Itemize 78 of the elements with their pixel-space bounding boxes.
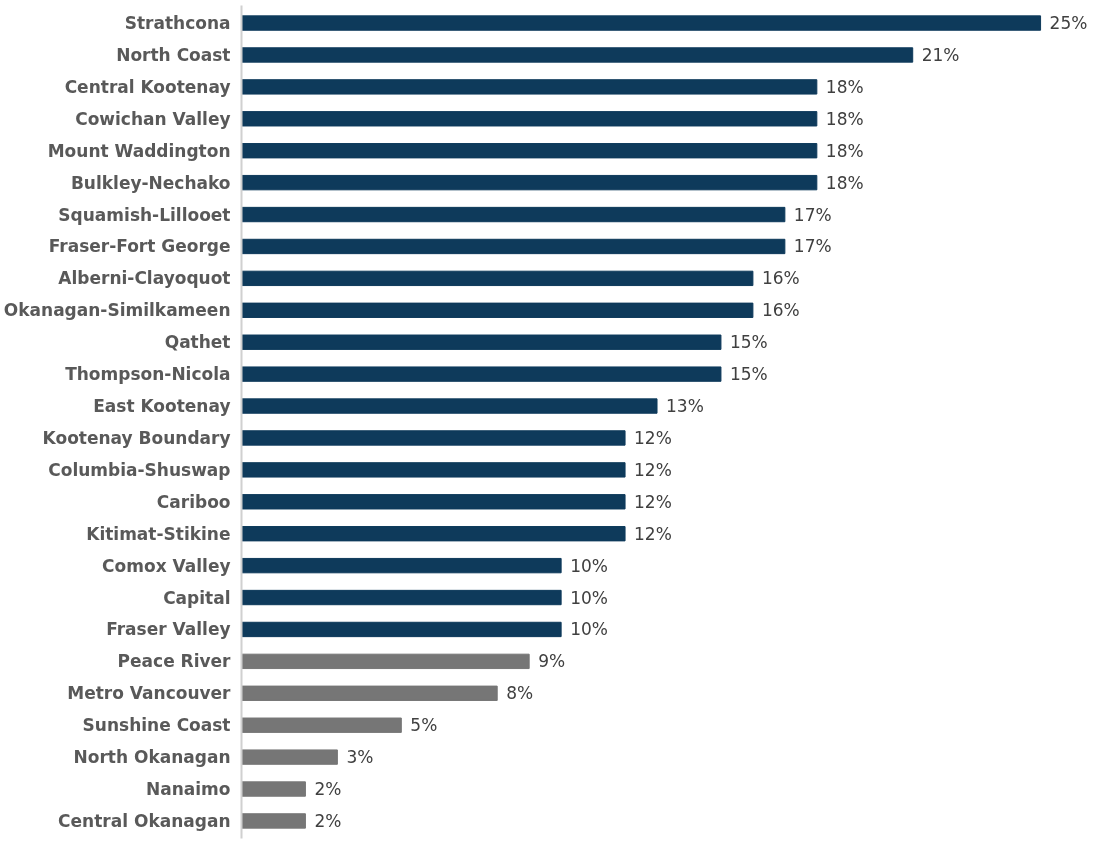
bar xyxy=(241,366,722,382)
y-tick-label: Kootenay Boundary xyxy=(42,427,231,448)
y-tick-label: Sunshine Coast xyxy=(82,715,231,736)
data-label: 18% xyxy=(825,172,864,193)
bar xyxy=(241,174,818,191)
bar xyxy=(241,111,818,127)
y-tick-label: Columbia-Shuswap xyxy=(48,459,231,480)
bar xyxy=(241,334,722,350)
bar xyxy=(241,813,306,829)
data-label: 25% xyxy=(1049,13,1088,34)
data-label: 12% xyxy=(634,491,672,512)
bar xyxy=(241,589,562,606)
bar xyxy=(241,238,786,255)
data-label: 17% xyxy=(793,204,832,225)
bar xyxy=(241,430,626,446)
bar xyxy=(241,621,562,638)
y-tick-label: Fraser-Fort George xyxy=(48,236,231,257)
bar xyxy=(241,781,306,797)
data-label: 2% xyxy=(314,779,342,800)
y-tick-label: Central Okanagan xyxy=(58,810,231,831)
bar xyxy=(241,270,754,287)
y-tick-label: Thompson-Nicola xyxy=(65,364,231,385)
data-label: 10% xyxy=(570,619,608,640)
data-label: 9% xyxy=(538,651,566,672)
y-tick-label: Metro Vancouver xyxy=(67,683,232,704)
y-tick-label: Okanagan-Similkameen xyxy=(3,300,231,321)
bar xyxy=(241,685,498,701)
data-label: 13% xyxy=(666,396,704,417)
data-label: 15% xyxy=(729,332,768,353)
y-tick-label: Capital xyxy=(163,587,231,608)
y-tick-label: Peace River xyxy=(117,651,232,672)
y-tick-label: North Okanagan xyxy=(73,747,231,768)
data-label: 16% xyxy=(761,300,800,321)
y-tick-label: Mount Waddington xyxy=(47,140,231,161)
bar xyxy=(241,15,1042,31)
y-tick-label: Alberni-Clayoquot xyxy=(58,268,231,289)
bar xyxy=(241,462,626,478)
y-tick-label: Fraser Valley xyxy=(106,619,231,640)
data-label: 18% xyxy=(825,76,864,97)
bar xyxy=(241,494,626,510)
data-label: 21% xyxy=(921,44,960,65)
y-tick-label: East Kootenay xyxy=(93,396,231,417)
data-label: 10% xyxy=(570,587,608,608)
data-label: 2% xyxy=(314,810,342,831)
y-tick-label: Cariboo xyxy=(156,491,231,512)
y-tick-label: Strathcona xyxy=(124,13,231,34)
y-tick-label: Bulkley-Nechako xyxy=(70,172,231,193)
data-label: 5% xyxy=(410,715,438,736)
y-tick-label: Qathet xyxy=(164,332,231,353)
y-tick-label: Nanaimo xyxy=(146,779,231,800)
data-label: 17% xyxy=(793,236,832,257)
bar xyxy=(241,749,338,765)
data-label: 3% xyxy=(346,747,374,768)
y-tick-label: Cowichan Valley xyxy=(75,108,231,129)
data-label: 10% xyxy=(570,555,608,576)
data-label: 15% xyxy=(729,364,768,385)
bar xyxy=(241,206,786,223)
y-tick-label: Comox Valley xyxy=(102,555,231,576)
y-tick-label: North Coast xyxy=(116,44,231,65)
bar xyxy=(241,557,562,574)
data-label: 8% xyxy=(506,683,534,704)
data-label: 18% xyxy=(825,140,864,161)
bar xyxy=(241,143,818,159)
bar xyxy=(241,79,818,95)
data-label: 12% xyxy=(634,427,672,448)
bar xyxy=(241,526,626,542)
bar xyxy=(241,653,530,670)
data-label: 18% xyxy=(825,108,864,129)
data-label: 12% xyxy=(634,459,672,480)
bar xyxy=(241,398,658,414)
bar xyxy=(241,302,754,318)
y-tick-label: Kitimat-Stikine xyxy=(86,523,231,544)
y-tick-label: Central Kootenay xyxy=(64,76,231,97)
data-label: 16% xyxy=(761,268,800,289)
bar xyxy=(241,47,914,63)
data-label: 12% xyxy=(634,523,672,544)
y-tick-label: Squamish-Lillooet xyxy=(58,204,231,225)
bar xyxy=(241,717,402,733)
